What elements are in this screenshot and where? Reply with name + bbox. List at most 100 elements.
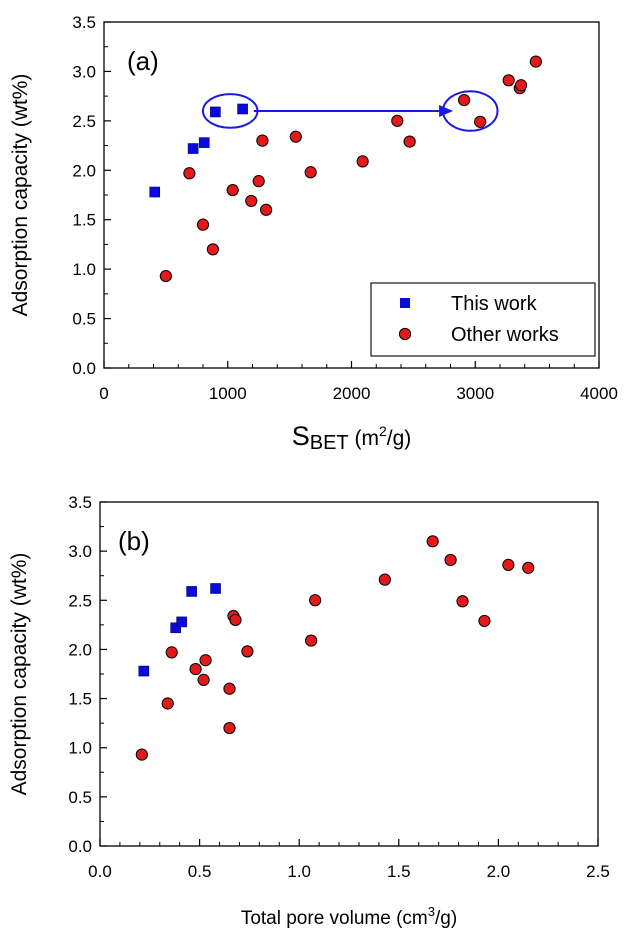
data-point-this-work [170,622,181,634]
data-point-other-works [529,55,542,68]
plot-frame [99,501,599,847]
y-tick-label: 2.5 [68,591,92,610]
chart-panel-a: 0.0 0.5 1.0 1.5 2.0 2.5 3.0 3.5 0 1000 2000 3000 400… [9,13,618,454]
data-point-other-works [135,748,148,761]
data-point-other-works [241,645,254,658]
panel-label: (a) [127,46,159,76]
x-tick-label: 2.5 [586,862,610,881]
data-point-this-work [187,143,199,154]
x-axis-label: Total pore volume (cm3/g) [241,904,457,929]
data-point-other-works [161,697,174,710]
x-axis-label-superscript: 2 [379,423,387,439]
data-point-other-works [183,167,196,180]
y-tick-label: 0.0 [72,359,96,378]
data-point-other-works [260,203,273,216]
data-point-other-works [426,535,439,548]
y-tick-label: 1.0 [72,260,96,279]
data-point-other-works [223,721,236,735]
data-point-other-works [206,243,219,256]
x-tick-label: 3000 [456,384,494,403]
y-tick-label: 3.5 [72,13,96,32]
data-point-other-works [226,183,239,197]
y-tick-label: 3.0 [68,542,92,561]
data-point-other-works [444,553,457,567]
y-axis-label: Adsorption capacity (wt%) [9,74,32,317]
chart-panel-b: 0.0 0.5 1.0 1.5 2.0 2.5 3.0 3.5 0.0 0.5 1.0 1.5 2.0 2… [8,493,610,929]
data-point-other-works [196,218,210,231]
data-point-other-works [378,573,391,586]
x-axis-label-unit: /g) [387,427,412,450]
data-point-other-works [502,74,515,87]
legend-label: This work [451,293,538,315]
data-point-other-works [189,662,202,676]
x-tick-label: 0 [99,384,108,403]
x-axis-label-subscript: BET [310,432,349,454]
y-axis-label: Adsorption capacity (wt%) [8,553,31,796]
data-point-other-works [309,594,322,607]
data-point-other-works [474,115,487,128]
data-point-this-work [176,616,187,628]
data-point-other-works [165,646,178,659]
data-point-other-works [522,561,535,574]
data-point-other-works [197,673,210,686]
y-tick-label: 1.5 [72,211,96,230]
data-point-this-work [210,583,221,594]
data-point-other-works [502,558,515,572]
data-point-this-work [138,665,150,677]
y-tick-label: 1.5 [68,690,92,709]
data-point-this-work [149,186,161,198]
legend-marker-other-works [398,327,412,341]
y-tick-label: 3.5 [68,493,92,512]
data-point-other-works [478,614,491,628]
y-tick-label: 0.5 [72,310,96,329]
data-point-other-works [256,134,269,147]
data-point-this-work [186,586,197,597]
data-point-other-works [456,595,469,608]
legend-label: Other works [451,324,559,346]
data-point-this-work [198,137,210,148]
x-tick-label: 1.5 [387,862,411,881]
legend-box [370,282,596,357]
x-axis-label: SBET (m2/g) [292,421,412,454]
data-point-other-works [159,269,172,283]
y-tick-label: 2.5 [72,112,96,131]
data-point-other-works [514,79,528,92]
y-tick-label: 1.0 [68,739,92,758]
x-tick-label: 0.0 [88,862,112,881]
x-tick-label: 1.0 [287,862,311,881]
y-tick-label: 3.0 [72,62,96,81]
y-tick-label: 2.0 [72,161,96,180]
data-point-other-works [458,93,471,107]
data-point-other-works [305,634,318,647]
x-tick-label: 1000 [209,384,247,403]
data-point-other-works [289,130,302,143]
x-axis-label-unit: /g) [435,908,457,929]
x-tick-label: 0.5 [188,862,212,881]
data-point-this-work [210,106,221,118]
legend: This work Other works [370,282,596,357]
data-point-other-works [223,682,236,695]
x-tick-label: 2.0 [487,862,511,881]
x-axis-label-main: S [292,421,310,451]
data-point-other-works [252,175,265,188]
x-axis-label-unit: (m [349,427,379,450]
x-tick-label: 2000 [333,384,371,403]
panel-label: (b) [118,526,150,556]
data-point-other-works [304,166,317,179]
data-point-other-works [229,613,242,627]
x-axis-label-main: Total pore volume (cm [241,908,428,929]
y-tick-label: 2.0 [68,640,92,659]
data-point-other-works [391,114,404,127]
legend-marker-this-work [400,298,410,308]
y-tick-label: 0.0 [68,837,92,856]
data-point-other-works [245,194,258,208]
x-tick-label: 4000 [580,384,618,403]
data-point-this-work [237,103,248,115]
data-point-other-works [199,654,212,667]
annotation-arrow-head [439,104,454,117]
data-point-other-works [403,135,416,148]
data-point-other-works [356,155,369,168]
y-tick-label: 0.5 [68,788,92,807]
x-axis-label-superscript: 3 [428,904,435,919]
